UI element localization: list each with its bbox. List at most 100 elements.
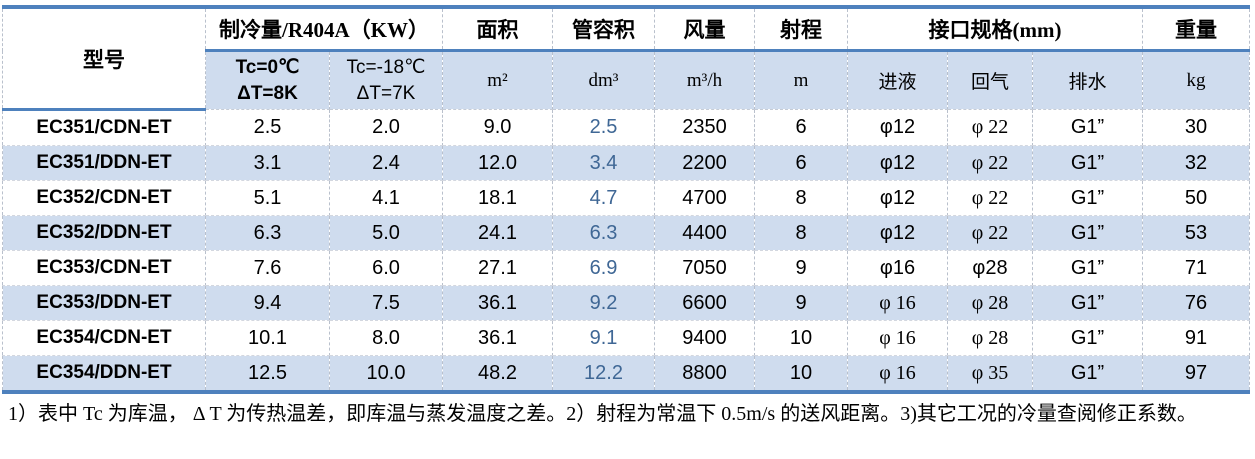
table-row: EC352/DDN-ET 6.3 5.0 24.1 6.3 4400 8 φ12 φ 22 G1”… <box>2 215 1251 251</box>
cell-weight: 50 <box>1142 180 1251 216</box>
cell-cooling-tc18: 6.0 <box>329 250 443 286</box>
cell-cooling-tc0: 3.1 <box>205 145 330 181</box>
tc18-condition-line1: Tc=-18℃ <box>346 56 426 78</box>
cell-drain: G1” <box>1032 145 1144 181</box>
table-row: EC351/CDN-ET 2.5 2.0 9.0 2.5 2350 6 φ12 φ 22 G1” 3… <box>2 109 1251 146</box>
cell-liquid-inlet: φ 16 <box>847 355 948 392</box>
unit-weight: kg <box>1142 50 1251 110</box>
table-header: 型号 制冷量/R404A（KW） 面积 管容积 风量 射程 接口规格(mm) 重… <box>2 7 1251 111</box>
cell-air-flow: 8800 <box>654 355 755 392</box>
cell-model: EC351/DDN-ET <box>2 145 206 181</box>
cell-air-flow: 4400 <box>654 215 755 251</box>
cell-cooling-tc18: 10.0 <box>329 355 443 392</box>
cell-drain: G1” <box>1032 320 1144 356</box>
cell-liquid-inlet: φ12 <box>847 145 948 181</box>
cell-model: EC353/CDN-ET <box>2 250 206 286</box>
cell-area: 24.1 <box>442 215 553 251</box>
cell-liquid-inlet: φ 16 <box>847 320 948 356</box>
cell-cooling-tc18: 2.4 <box>329 145 443 181</box>
tc18-condition-line2: ΔT=7K <box>356 82 416 104</box>
cell-throw: 6 <box>754 109 848 146</box>
cell-throw: 9 <box>754 250 848 286</box>
table-row: EC351/DDN-ET 3.1 2.4 12.0 3.4 2200 6 φ12 φ 22 G1”… <box>2 145 1251 181</box>
column-header-connections: 接口规格(mm) <box>847 7 1144 52</box>
cell-area: 36.1 <box>442 320 553 356</box>
cell-model: EC351/CDN-ET <box>2 109 206 146</box>
cell-drain: G1” <box>1032 285 1144 321</box>
cell-cooling-tc0: 12.5 <box>205 355 330 392</box>
subheader-liquid-inlet: 进液 <box>847 50 948 110</box>
cell-air-flow: 6600 <box>654 285 755 321</box>
table-row: EC353/CDN-ET 7.6 6.0 27.1 6.9 7050 9 φ16 φ28 G1” 7… <box>2 250 1251 286</box>
table-row: EC352/CDN-ET 5.1 4.1 18.1 4.7 4700 8 φ12 φ 22 G1”… <box>2 180 1251 216</box>
unit-air-flow: m³/h <box>654 50 755 110</box>
cell-throw: 10 <box>754 355 848 392</box>
cell-air-flow: 7050 <box>654 250 755 286</box>
cell-throw: 8 <box>754 180 848 216</box>
cell-weight: 97 <box>1142 355 1251 392</box>
column-header-model: 型号 <box>2 7 206 111</box>
cell-gas-return: φ28 <box>947 250 1033 286</box>
tc0-condition-line2: ΔT=8K <box>237 82 298 104</box>
cell-model: EC353/DDN-ET <box>2 285 206 321</box>
column-header-area: 面积 <box>442 7 553 52</box>
table-body: EC351/CDN-ET 2.5 2.0 9.0 2.5 2350 6 φ12 φ 22 G1” 3… <box>2 109 1251 392</box>
cell-cooling-tc0: 7.6 <box>205 250 330 286</box>
cell-area: 18.1 <box>442 180 553 216</box>
cell-throw: 9 <box>754 285 848 321</box>
cell-cooling-tc18: 4.1 <box>329 180 443 216</box>
unit-tube-volume: dm³ <box>552 50 655 110</box>
cell-weight: 53 <box>1142 215 1251 251</box>
unit-throw: m <box>754 50 848 110</box>
spec-table: 型号 制冷量/R404A（KW） 面积 管容积 风量 射程 接口规格(mm) 重… <box>2 5 1251 394</box>
cell-area: 12.0 <box>442 145 553 181</box>
subheader-tc18: Tc=-18℃ ΔT=7K <box>329 50 443 110</box>
cell-tube-volume: 4.7 <box>552 180 655 216</box>
cell-throw: 6 <box>754 145 848 181</box>
cell-air-flow: 2350 <box>654 109 755 146</box>
column-header-weight: 重量 <box>1142 7 1251 52</box>
cell-weight: 71 <box>1142 250 1251 286</box>
cell-gas-return: φ 22 <box>947 180 1033 216</box>
cell-cooling-tc0: 10.1 <box>205 320 330 356</box>
column-header-air-flow: 风量 <box>654 7 755 52</box>
cell-model: EC354/DDN-ET <box>2 355 206 392</box>
cell-gas-return: φ 28 <box>947 320 1033 356</box>
cell-gas-return: φ 22 <box>947 215 1033 251</box>
cell-cooling-tc0: 2.5 <box>205 109 330 146</box>
cell-throw: 8 <box>754 215 848 251</box>
cell-air-flow: 4700 <box>654 180 755 216</box>
cell-area: 27.1 <box>442 250 553 286</box>
cell-cooling-tc18: 5.0 <box>329 215 443 251</box>
cell-liquid-inlet: φ12 <box>847 180 948 216</box>
tc0-condition-line1: Tc=0℃ <box>235 56 300 78</box>
cell-liquid-inlet: φ16 <box>847 250 948 286</box>
cell-air-flow: 2200 <box>654 145 755 181</box>
cell-weight: 76 <box>1142 285 1251 321</box>
table-row: EC353/DDN-ET 9.4 7.5 36.1 9.2 6600 9 φ 16 φ 28 G1… <box>2 285 1251 321</box>
unit-area: m² <box>442 50 553 110</box>
cell-cooling-tc18: 8.0 <box>329 320 443 356</box>
cell-gas-return: φ 22 <box>947 145 1033 181</box>
cell-gas-return: φ 28 <box>947 285 1033 321</box>
subheader-tc0: Tc=0℃ ΔT=8K <box>205 50 330 110</box>
cell-weight: 30 <box>1142 109 1251 146</box>
footnote: 1）表中 Tc 为库温， Δ T 为传热温差，即库温与蒸发温度之差。2）射程为常… <box>8 403 1197 425</box>
cell-area: 36.1 <box>442 285 553 321</box>
cell-model: EC352/CDN-ET <box>2 180 206 216</box>
cell-cooling-tc18: 2.0 <box>329 109 443 146</box>
cell-tube-volume: 6.9 <box>552 250 655 286</box>
cell-tube-volume: 3.4 <box>552 145 655 181</box>
cell-tube-volume: 12.2 <box>552 355 655 392</box>
cell-drain: G1” <box>1032 250 1144 286</box>
cell-cooling-tc0: 6.3 <box>205 215 330 251</box>
cell-throw: 10 <box>754 320 848 356</box>
cell-tube-volume: 9.2 <box>552 285 655 321</box>
cell-drain: G1” <box>1032 109 1144 146</box>
cell-air-flow: 9400 <box>654 320 755 356</box>
cell-cooling-tc18: 7.5 <box>329 285 443 321</box>
table-row: EC354/CDN-ET 10.1 8.0 36.1 9.1 9400 10 φ 16 φ 28… <box>2 320 1251 356</box>
cell-cooling-tc0: 9.4 <box>205 285 330 321</box>
cell-drain: G1” <box>1032 180 1144 216</box>
cell-liquid-inlet: φ12 <box>847 109 948 146</box>
